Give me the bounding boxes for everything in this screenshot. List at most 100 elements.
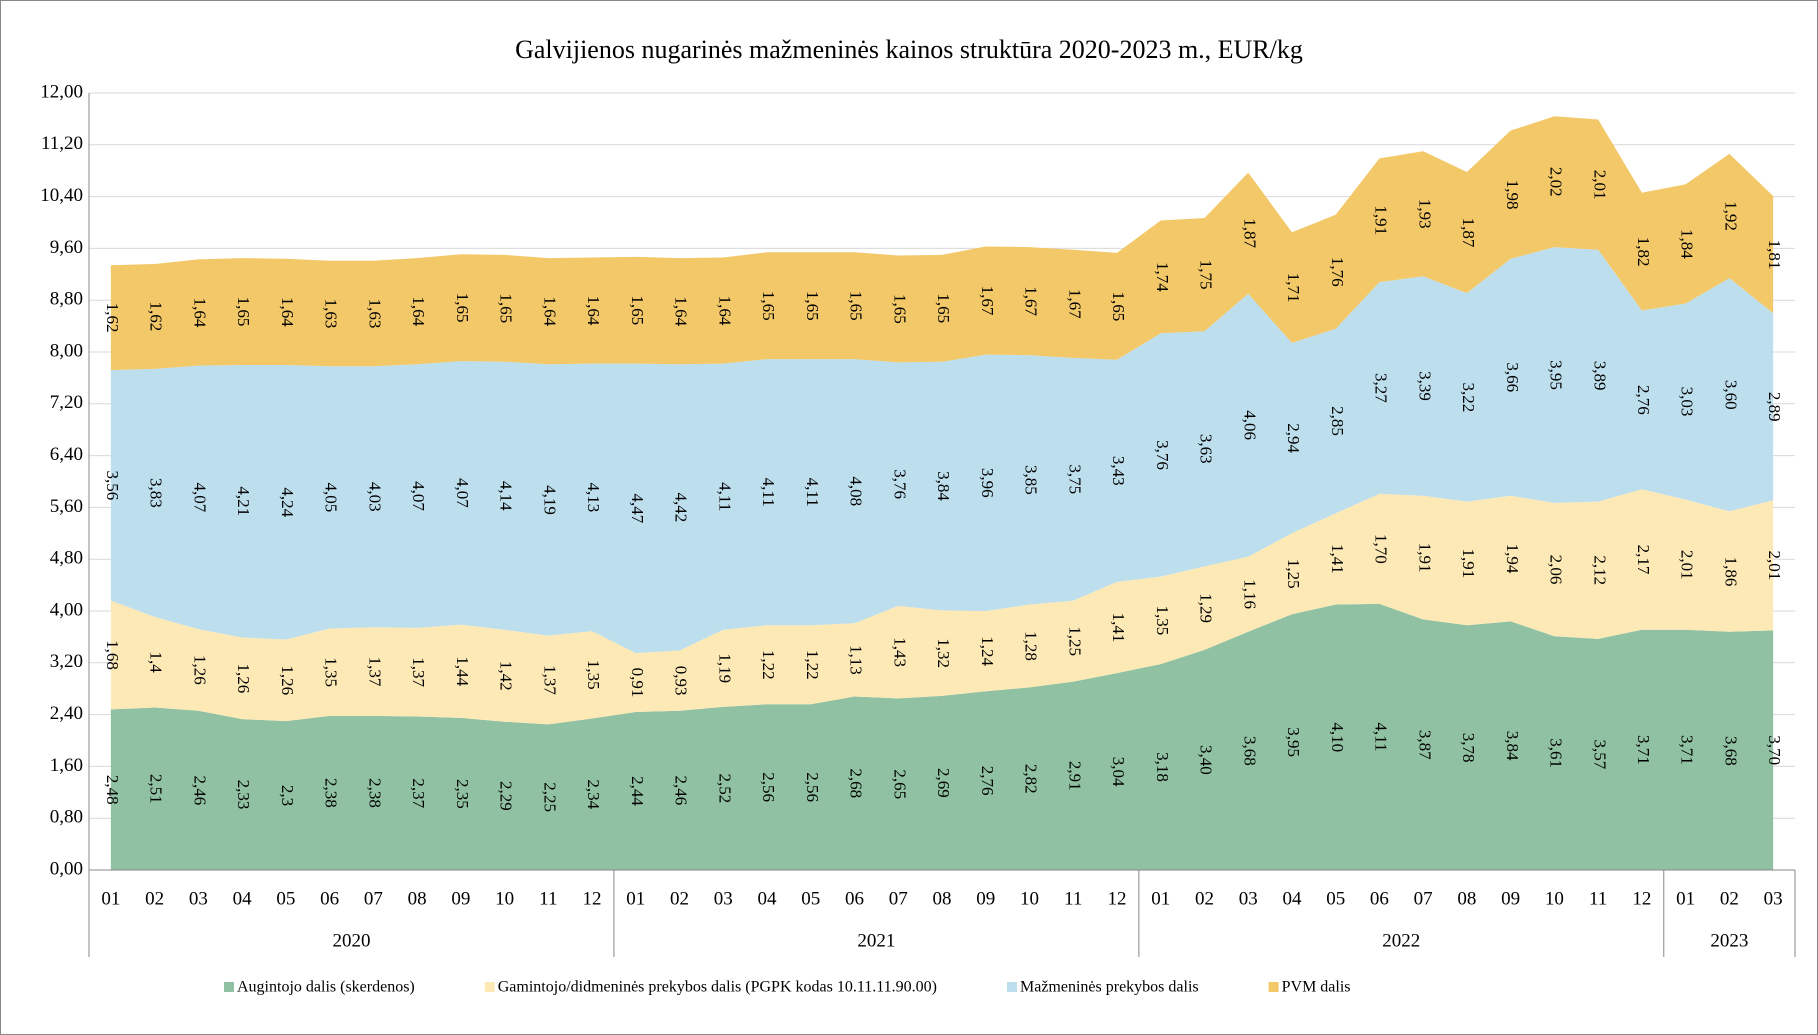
legend-swatch: [484, 982, 495, 992]
data-label: 1,63: [365, 299, 384, 329]
x-tick-label: 03: [189, 888, 208, 909]
data-label: 1,65: [759, 291, 778, 321]
y-tick-label: 8,80: [50, 289, 83, 310]
data-label: 2,33: [234, 780, 253, 810]
x-tick-label: 05: [1326, 888, 1345, 909]
data-label: 2,76: [978, 766, 997, 796]
data-label: 1,35: [584, 660, 603, 690]
x-tick-label: 02: [1720, 888, 1739, 909]
data-label: 3,83: [147, 478, 166, 508]
data-label: 4,11: [803, 478, 822, 507]
data-label: 2,01: [1590, 170, 1609, 200]
data-label: 2,38: [365, 778, 384, 808]
data-label: 1,62: [147, 302, 166, 332]
data-label: 1,37: [409, 657, 428, 687]
data-label: 3,61: [1547, 738, 1566, 768]
data-label: 2,06: [1547, 555, 1566, 585]
data-label: 2,82: [1022, 764, 1041, 794]
data-label: 1,26: [190, 655, 209, 685]
data-label: 1,64: [409, 296, 428, 326]
data-label: 3,03: [1678, 387, 1697, 417]
data-label: 1,64: [715, 296, 734, 326]
y-tick-label: 7,20: [50, 392, 83, 413]
x-tick-label: 01: [626, 888, 645, 909]
data-label: 0,91: [628, 668, 647, 698]
data-label: 2,17: [1634, 545, 1653, 575]
y-tick-label: 4,80: [50, 548, 83, 569]
data-label: 1,26: [278, 665, 297, 695]
data-label: 3,68: [1721, 736, 1740, 766]
x-group-label: 2023: [1710, 930, 1748, 951]
data-label: 3,95: [1547, 360, 1566, 390]
data-label: 4,07: [453, 478, 472, 508]
data-label: 3,60: [1721, 380, 1740, 410]
data-label: 3,89: [1590, 361, 1609, 391]
data-label: 4,11: [715, 482, 734, 511]
data-label: 1,29: [1197, 593, 1216, 623]
data-label: 3,84: [1503, 731, 1522, 761]
x-tick-label: 07: [1414, 888, 1433, 909]
data-label: 3,96: [978, 468, 997, 498]
data-label: 4,03: [365, 482, 384, 512]
data-label: 2,68: [847, 768, 866, 798]
legend-label: Gamintojo/didmeninės prekybos dalis (PGP…: [498, 979, 937, 996]
x-tick-label: 10: [1020, 888, 1039, 909]
x-tick-label: 04: [1282, 888, 1302, 909]
data-label: 2,52: [715, 774, 734, 804]
x-tick-label: 09: [976, 888, 995, 909]
data-label: 1,41: [1109, 613, 1128, 643]
y-tick-label: 8,00: [50, 340, 83, 361]
x-tick-label: 02: [1195, 888, 1214, 909]
data-label: 0,93: [672, 666, 691, 696]
data-label: 1,64: [540, 296, 559, 326]
data-label: 1,70: [1372, 534, 1391, 564]
data-label: 1,76: [1328, 257, 1347, 287]
data-label: 1,91: [1372, 205, 1391, 235]
data-label: 1,32: [934, 638, 953, 668]
data-label: 2,25: [540, 782, 559, 812]
data-label: 2,38: [322, 778, 341, 808]
x-tick-label: 10: [495, 888, 514, 909]
data-label: 2,94: [1284, 423, 1303, 453]
data-label: 4,08: [847, 476, 866, 506]
y-tick-label: 9,60: [50, 237, 83, 258]
data-label: 3,76: [890, 469, 909, 499]
data-label: 1,19: [715, 653, 734, 683]
data-label: 3,22: [1459, 382, 1478, 412]
x-tick-label: 06: [1370, 888, 1389, 909]
legend-swatch: [1268, 982, 1279, 992]
data-label: 2,56: [759, 772, 778, 802]
data-label: 1,86: [1721, 557, 1740, 587]
data-label: 1,75: [1197, 260, 1216, 290]
data-label: 1,64: [584, 296, 603, 326]
x-tick-label: 10: [1545, 888, 1564, 909]
x-tick-label: 06: [320, 888, 339, 909]
data-label: 2,48: [103, 775, 122, 805]
data-label: 1,87: [1459, 218, 1478, 248]
x-tick-label: 01: [101, 888, 120, 909]
data-label: 3,04: [1109, 757, 1128, 787]
y-tick-label: 0,00: [50, 858, 83, 879]
x-tick-label: 05: [801, 888, 820, 909]
area: [110, 489, 1774, 725]
data-label: 1,93: [1415, 199, 1434, 229]
data-label: 2,91: [1065, 761, 1084, 791]
x-tick-label: 05: [276, 888, 295, 909]
data-label: 1,37: [365, 657, 384, 687]
data-label: 3,95: [1284, 727, 1303, 757]
data-label: 1,68: [103, 640, 122, 670]
data-label: 3,63: [1197, 434, 1216, 464]
data-label: 1,44: [453, 656, 472, 686]
data-label: 1,67: [978, 286, 997, 316]
x-group-label: 2021: [857, 930, 895, 951]
x-tick-label: 04: [233, 888, 253, 909]
data-label: 1,25: [1284, 559, 1303, 589]
x-tick-label: 02: [670, 888, 689, 909]
data-label: 3,85: [1022, 465, 1041, 495]
data-label: 1,22: [803, 650, 822, 680]
data-label: 1,64: [190, 298, 209, 328]
data-label: 1,43: [890, 637, 909, 667]
legend-swatch: [1006, 982, 1017, 992]
data-label: 4,07: [190, 482, 209, 512]
